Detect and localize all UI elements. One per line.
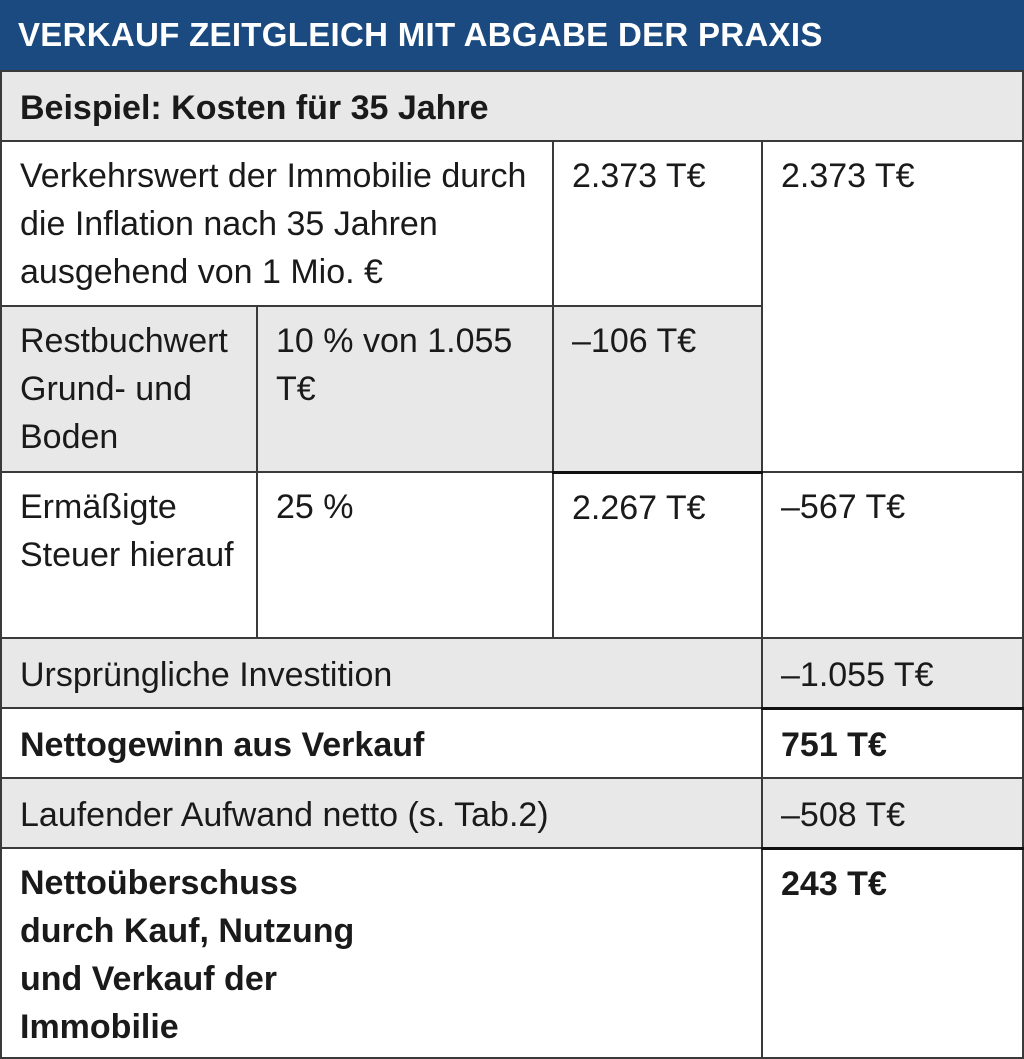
table-row-investition: Ursprüngliche Investition –1.055 T€ [0,637,1024,709]
aufwand-label: Laufender Aufwand netto (s. Tab.2) [0,777,763,849]
verkehrswert-label: Verkehrswert der Immobilie durch die Inf… [0,140,554,307]
table-row-steuer: Ermäßigte Steuer hierauf 25 % 2.267 T€ –… [0,470,1024,639]
steuer-total: –567 T€ [760,471,1024,639]
restbuchwert-value: –106 T€ [552,305,763,473]
verkehrswert-value: 2.373 T€ [552,140,763,307]
table-row-subtitle: Beispiel: Kosten für 35 Jahre [0,70,1024,142]
steuer-detail: 25 % [256,471,554,639]
table-subtitle: Beispiel: Kosten für 35 Jahre [0,70,1024,142]
table-row-ueberschuss: Nettoüberschuss durch Kauf, Nutzung und … [0,846,1024,1059]
table-title: VERKAUF ZEITGLEICH MIT ABGABE DER PRAXIS [0,0,1024,70]
nettogewinn-value: 751 T€ [760,706,1024,779]
steuer-label: Ermäßigte Steuer hierauf [0,471,258,639]
investition-label: Ursprüngliche Investition [0,637,763,709]
steuer-value: 2.267 T€ [552,470,763,639]
restbuchwert-detail: 10 % von 1.055 T€ [256,305,554,473]
investition-value: –1.055 T€ [760,637,1024,709]
ueberschuss-value: 243 T€ [760,846,1024,1059]
table-row-verkehrswert: Verkehrswert der Immobilie durch die Inf… [0,140,1024,473]
table-row-nettogewinn: Nettogewinn aus Verkauf 751 T€ [0,706,1024,779]
table-row-restbuchwert: Restbuchwert Grund- und Boden 10 % von 1… [0,305,1023,473]
verkehrswert-total: 2.373 T€ [760,140,1024,473]
nettogewinn-label: Nettogewinn aus Verkauf [0,707,763,779]
aufwand-value: –508 T€ [760,777,1024,849]
ueberschuss-label: Nettoüberschuss durch Kauf, Nutzung und … [0,847,763,1059]
cost-table: Beispiel: Kosten für 35 Jahre Verkehrswe… [0,70,1024,1059]
table-row-aufwand: Laufender Aufwand netto (s. Tab.2) –508 … [0,777,1024,849]
restbuchwert-label: Restbuchwert Grund- und Boden [0,305,258,473]
